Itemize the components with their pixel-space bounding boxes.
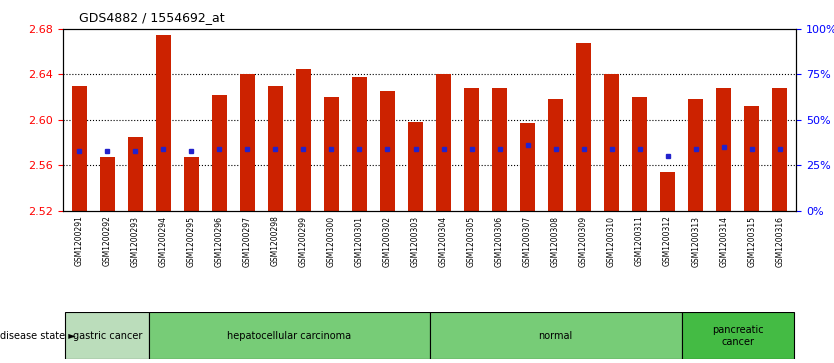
Bar [352, 77, 367, 211]
Text: GSM1200297: GSM1200297 [243, 216, 252, 266]
Bar [156, 35, 171, 211]
Text: GDS4882 / 1554692_at: GDS4882 / 1554692_at [79, 11, 225, 24]
Text: GSM1200316: GSM1200316 [775, 216, 784, 266]
Bar [548, 99, 563, 211]
Text: GSM1200315: GSM1200315 [747, 216, 756, 266]
Bar [183, 157, 199, 211]
Text: GSM1200294: GSM1200294 [159, 216, 168, 266]
Bar [212, 95, 227, 211]
Bar [688, 99, 703, 211]
Bar [772, 88, 787, 211]
Text: hepatocellular carcinoma: hepatocellular carcinoma [228, 331, 351, 341]
Text: GSM1200299: GSM1200299 [299, 216, 308, 266]
Text: GSM1200298: GSM1200298 [271, 216, 280, 266]
Bar [681, 312, 794, 359]
Bar [660, 172, 676, 211]
Text: GSM1200291: GSM1200291 [75, 216, 84, 266]
Bar [128, 137, 143, 211]
Text: gastric cancer: gastric cancer [73, 331, 142, 341]
Text: disease state ►: disease state ► [0, 331, 76, 341]
Text: GSM1200301: GSM1200301 [355, 216, 364, 266]
Bar [324, 97, 339, 211]
Bar [716, 88, 731, 211]
Text: pancreatic
cancer: pancreatic cancer [712, 325, 763, 347]
Bar [268, 86, 284, 211]
Text: normal: normal [539, 331, 573, 341]
Text: GSM1200302: GSM1200302 [383, 216, 392, 266]
Text: GSM1200313: GSM1200313 [691, 216, 700, 266]
Text: GSM1200312: GSM1200312 [663, 216, 672, 266]
Bar [296, 69, 311, 211]
Text: GSM1200293: GSM1200293 [131, 216, 140, 266]
Bar [744, 106, 759, 211]
Bar [408, 122, 423, 211]
Text: GSM1200310: GSM1200310 [607, 216, 616, 266]
Bar [492, 88, 507, 211]
Bar [575, 42, 591, 211]
Text: GSM1200306: GSM1200306 [495, 216, 504, 267]
Bar [464, 88, 480, 211]
Text: GSM1200307: GSM1200307 [523, 216, 532, 267]
Bar [65, 312, 149, 359]
Bar [379, 91, 395, 211]
Text: GSM1200295: GSM1200295 [187, 216, 196, 266]
Bar [149, 312, 430, 359]
Text: GSM1200309: GSM1200309 [579, 216, 588, 267]
Text: GSM1200308: GSM1200308 [551, 216, 560, 266]
Bar [430, 312, 681, 359]
Bar [604, 74, 620, 211]
Text: GSM1200300: GSM1200300 [327, 216, 336, 267]
Text: GSM1200314: GSM1200314 [719, 216, 728, 266]
Bar [436, 74, 451, 211]
Bar [520, 123, 535, 211]
Text: GSM1200296: GSM1200296 [215, 216, 224, 266]
Text: GSM1200292: GSM1200292 [103, 216, 112, 266]
Text: GSM1200304: GSM1200304 [439, 216, 448, 267]
Bar [239, 74, 255, 211]
Text: GSM1200303: GSM1200303 [411, 216, 420, 267]
Bar [100, 157, 115, 211]
Text: GSM1200305: GSM1200305 [467, 216, 476, 267]
Bar [632, 97, 647, 211]
Bar [72, 86, 87, 211]
Text: GSM1200311: GSM1200311 [636, 216, 644, 266]
